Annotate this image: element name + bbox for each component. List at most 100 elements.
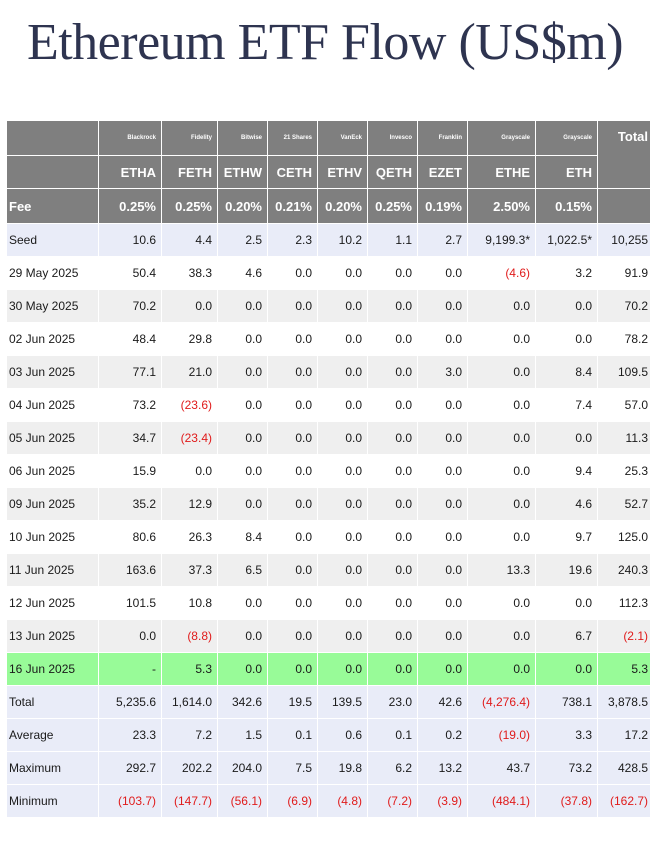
total-cell: 91.9 — [597, 256, 650, 290]
flow-cell: 0.0 — [317, 355, 368, 389]
flow-cell: 0.1 — [267, 718, 318, 752]
fee-cell-ethe: 2.50% — [467, 188, 536, 224]
flow-cell: 0.0 — [267, 289, 318, 323]
total-cell: 70.2 — [597, 289, 650, 323]
issuer-header-blank — [6, 120, 99, 156]
flow-cell: 1.1 — [367, 223, 418, 257]
flow-cell: 0.0 — [217, 355, 268, 389]
flow-cell: (4.6) — [467, 256, 536, 290]
flow-cell: 0.0 — [367, 586, 418, 620]
row-label: 13 Jun 2025 — [6, 619, 99, 653]
fee-cell-etha: 0.25% — [98, 188, 162, 224]
flow-cell: 0.0 — [317, 421, 368, 455]
flow-cell: 0.0 — [98, 619, 162, 653]
flow-cell: 9.4 — [535, 454, 598, 488]
flow-cell: 0.0 — [367, 619, 418, 653]
flow-cell: 23.3 — [98, 718, 162, 752]
total-cell: 109.5 — [597, 355, 650, 389]
flow-cell: 70.2 — [98, 289, 162, 323]
flow-cell: 0.0 — [267, 454, 318, 488]
flow-cell: 12.9 — [161, 487, 218, 521]
flow-cell: 0.0 — [217, 322, 268, 356]
fee-cell-total — [597, 188, 650, 224]
flow-cell: 2.5 — [217, 223, 268, 257]
ticker-header-blank — [6, 155, 99, 189]
table-row: 30 May 2025 70.2 0.0 0.0 0.0 0.0 0.0 0.0 0.0 0.0 7… — [6, 289, 650, 323]
flow-cell: 0.0 — [535, 421, 598, 455]
row-label: Maximum — [6, 751, 99, 785]
flow-cell: 21.0 — [161, 355, 218, 389]
flow-cell: 0.0 — [367, 487, 418, 521]
flow-cell: 26.3 — [161, 520, 218, 554]
ticker-header-ethe: ETHE — [467, 155, 536, 189]
flow-cell: (19.0) — [467, 718, 536, 752]
issuer-header-feth: Fidelity — [161, 120, 218, 156]
flow-cell: 202.2 — [161, 751, 218, 785]
flow-cell: 0.0 — [367, 652, 418, 686]
row-label: 02 Jun 2025 — [6, 322, 99, 356]
flow-cell: (103.7) — [98, 784, 162, 818]
flow-cell: 0.0 — [367, 553, 418, 587]
etf-flow-table: Blackrock Fidelity Bitwise 21 Shares VanEck I… — [6, 120, 650, 818]
flow-cell: (56.1) — [217, 784, 268, 818]
fee-cell-ethw: 0.20% — [217, 188, 268, 224]
flow-cell: (8.8) — [161, 619, 218, 653]
flow-cell: 0.0 — [267, 487, 318, 521]
flow-cell: 0.0 — [367, 388, 418, 422]
ticker-header-eth: ETH — [535, 155, 598, 189]
issuer-header-ethe: Grayscale — [467, 120, 536, 156]
row-label: 03 Jun 2025 — [6, 355, 99, 389]
ticker-header-feth: FETH — [161, 155, 218, 189]
flow-cell: 0.0 — [467, 289, 536, 323]
flow-cell: 48.4 — [98, 322, 162, 356]
flow-cell: 0.0 — [467, 586, 536, 620]
table-row: Minimum (103.7) (147.7) (56.1) (6.9) (4.8) (7.… — [6, 784, 650, 818]
ticker-header-etha: ETHA — [98, 155, 162, 189]
flow-cell: 0.0 — [417, 487, 468, 521]
flow-cell: 0.0 — [317, 652, 368, 686]
total-cell: 125.0 — [597, 520, 650, 554]
flow-cell: 0.0 — [417, 520, 468, 554]
flow-cell: 0.0 — [417, 322, 468, 356]
row-label: Seed — [6, 223, 99, 257]
flow-cell: 0.0 — [467, 454, 536, 488]
flow-cell: 0.0 — [217, 421, 268, 455]
flow-cell: 6.5 — [217, 553, 268, 587]
flow-cell: 35.2 — [98, 487, 162, 521]
flow-cell: 0.0 — [317, 388, 368, 422]
flow-cell: 0.0 — [467, 619, 536, 653]
flow-cell: 0.0 — [161, 454, 218, 488]
flow-cell: 6.2 — [367, 751, 418, 785]
flow-cell: 0.0 — [317, 586, 368, 620]
table-row: 02 Jun 2025 48.4 29.8 0.0 0.0 0.0 0.0 0.0 0.0 0.0… — [6, 322, 650, 356]
issuer-header-qeth: Invesco — [367, 120, 418, 156]
flow-cell: 0.0 — [367, 322, 418, 356]
issuer-header-ethw: Bitwise — [217, 120, 268, 156]
row-label: Average — [6, 718, 99, 752]
total-cell: 17.2 — [597, 718, 650, 752]
flow-cell: 0.0 — [467, 652, 536, 686]
flow-cell: 77.1 — [98, 355, 162, 389]
ticker-header-ceth: CETH — [267, 155, 318, 189]
table-row: Total 5,235.6 1,614.0 342.6 19.5 139.5 23.0 42.… — [6, 685, 650, 719]
total-cell: 78.2 — [597, 322, 650, 356]
flow-cell: 0.0 — [417, 586, 468, 620]
issuer-header-eth: Grayscale — [535, 120, 598, 156]
flow-cell: 0.0 — [467, 421, 536, 455]
flow-cell: 0.0 — [367, 520, 418, 554]
flow-cell: 0.0 — [417, 454, 468, 488]
flow-cell: 0.0 — [317, 619, 368, 653]
flow-cell: - — [98, 652, 162, 686]
flow-cell: 73.2 — [98, 388, 162, 422]
total-cell: 10,255 — [597, 223, 650, 257]
flow-cell: 0.0 — [417, 652, 468, 686]
flow-cell: 0.0 — [267, 256, 318, 290]
flow-cell: 0.0 — [467, 520, 536, 554]
flow-cell: 7.5 — [267, 751, 318, 785]
fee-cell-eth: 0.15% — [535, 188, 598, 224]
table-row: 29 May 2025 50.4 38.3 4.6 0.0 0.0 0.0 0.0 (4.6) 3… — [6, 256, 650, 290]
flow-cell: 0.0 — [467, 355, 536, 389]
flow-cell: 0.0 — [417, 619, 468, 653]
flow-cell: 0.0 — [317, 553, 368, 587]
flow-cell: 0.0 — [417, 256, 468, 290]
